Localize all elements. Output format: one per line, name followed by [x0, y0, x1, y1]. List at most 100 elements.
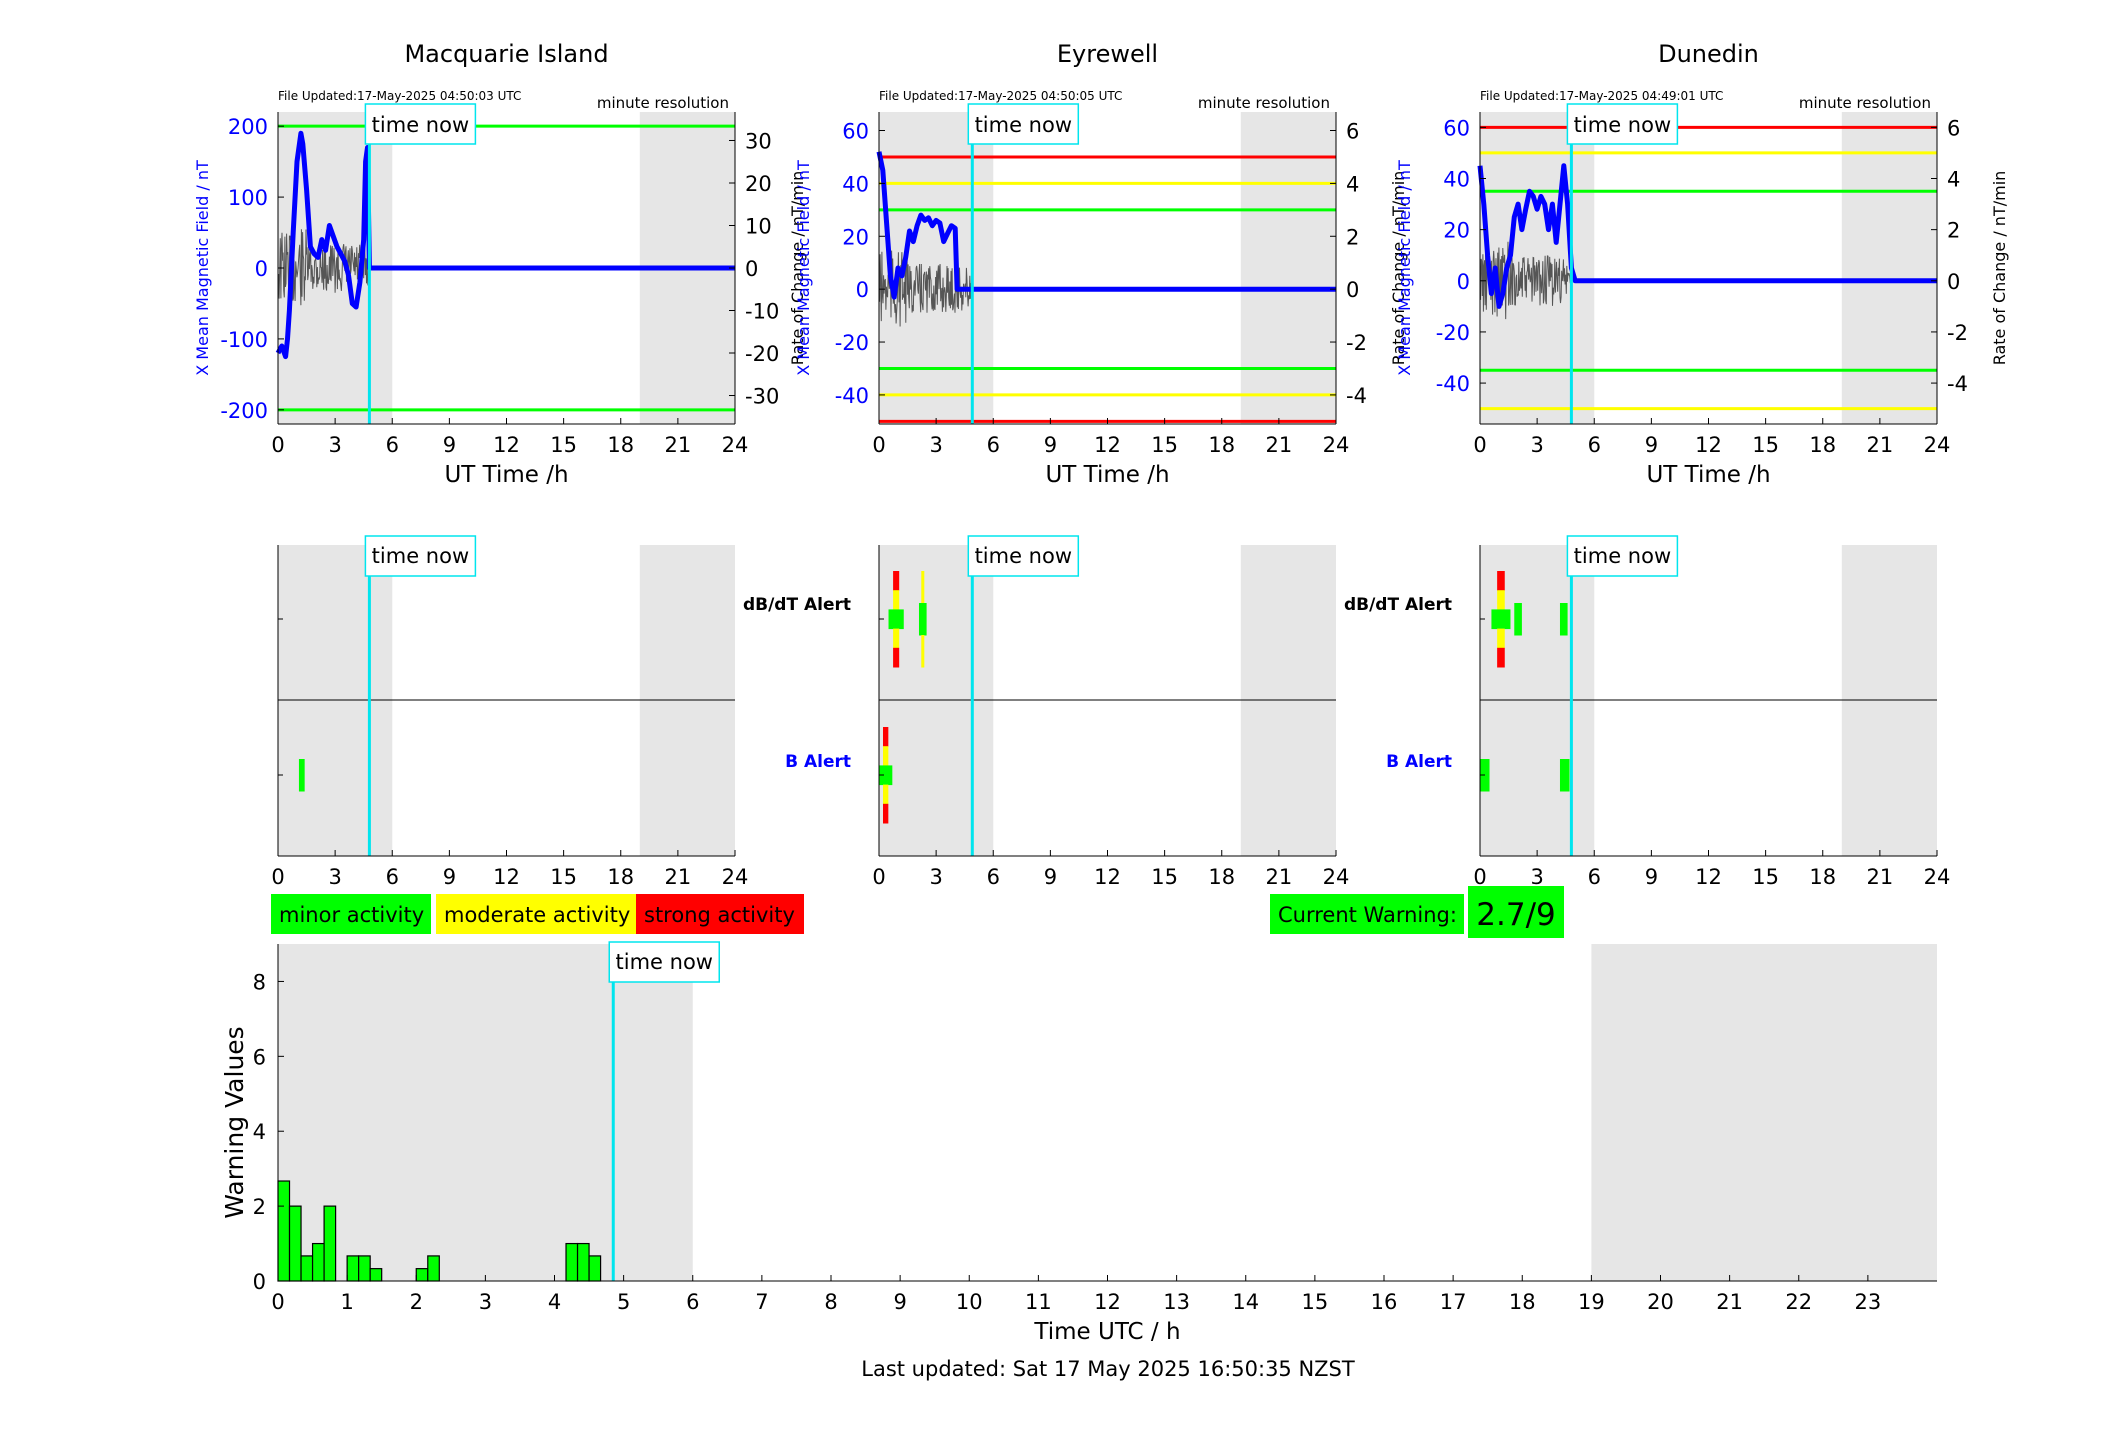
warning-bar — [358, 1255, 371, 1282]
y-tick-label-left: -20 — [835, 331, 869, 355]
y-tick-label-right: -2 — [1947, 321, 1968, 345]
station-title: Macquarie Island — [404, 40, 608, 68]
x-tick-label: 6 — [1588, 433, 1601, 457]
warning-bar — [427, 1255, 440, 1282]
y-tick-label-left: 40 — [842, 172, 869, 196]
x-tick-label: 15 — [550, 865, 577, 889]
x-tick-label: 21 — [1266, 865, 1293, 889]
y-tick-label-left: -40 — [1436, 372, 1470, 396]
time-now-box — [967, 535, 1080, 577]
file-updated-label: File Updated:17-May-2025 04:50:05 UTC — [879, 89, 1122, 103]
y-tick-label-right: 20 — [745, 172, 772, 196]
x-tick-label: 5 — [617, 1290, 630, 1314]
x-tick-label: 6 — [386, 433, 399, 457]
time-now-label: time now — [1574, 113, 1671, 137]
resolution-label: minute resolution — [1198, 94, 1330, 112]
b-alert-label: B Alert — [785, 752, 851, 772]
dbdt-alert-bar — [888, 609, 904, 630]
dbdt-alert-bar — [1497, 647, 1505, 668]
y-tick-label: 6 — [253, 1045, 266, 1069]
x-tick-label: 18 — [1509, 1290, 1536, 1314]
alert-panel-1: time now 0 3 6 9 12 15 18 21 24 dB/dT Alert B Alert — [743, 535, 1349, 889]
y-tick-label-left: 60 — [1443, 116, 1470, 140]
x-tick-label: 6 — [686, 1290, 699, 1314]
y-axis-label-left: X Mean Magnetic Field / nT — [193, 160, 212, 376]
x-tick-label: 6 — [987, 865, 1000, 889]
x-tick-label: 9 — [443, 433, 456, 457]
dbdt-alert-bar — [893, 628, 900, 649]
y-tick-label-right: 0 — [1346, 278, 1359, 302]
y-tick-label-right: 6 — [1947, 116, 1960, 140]
y-tick-label-left: -200 — [220, 399, 268, 423]
y-tick-label: 0 — [253, 1270, 266, 1294]
y-tick-label-right: -10 — [745, 300, 779, 324]
legend-strong-label: strong activity — [644, 903, 795, 927]
warning-bar — [369, 1268, 383, 1282]
x-tick-label: 2 — [410, 1290, 423, 1314]
x-tick-label: 0 — [271, 433, 284, 457]
x-tick-label: 3 — [1530, 865, 1543, 889]
x-mean-field-line — [275, 130, 735, 360]
warning-bar — [323, 1205, 337, 1282]
y-tick-label-right: 0 — [745, 257, 758, 281]
time-now-label: time now — [616, 950, 713, 974]
current-warning-value: 2.7/9 — [1476, 897, 1555, 933]
x-tick-label: 21 — [1716, 1290, 1743, 1314]
x-tick-label: 15 — [1752, 433, 1779, 457]
x-tick-label: 21 — [1266, 433, 1293, 457]
night-shade — [278, 944, 693, 1281]
x-tick-label: 18 — [1809, 865, 1836, 889]
y-tick-label: 4 — [253, 1120, 266, 1144]
x-tick-label: 15 — [550, 433, 577, 457]
x-tick-label: 6 — [1588, 865, 1601, 889]
x-tick-label: 3 — [929, 865, 942, 889]
x-tick-label: 0 — [872, 865, 885, 889]
x-tick-label: 21 — [1867, 433, 1894, 457]
x-tick-label: 3 — [328, 433, 341, 457]
night-shade — [1841, 112, 1937, 424]
station-field-panels: Macquarie Island File Updated:17-May-2025… — [193, 40, 2009, 488]
b-alert-bar — [879, 765, 893, 786]
x-tick-label: 18 — [1208, 865, 1235, 889]
dbdt-alert-bar — [1497, 628, 1505, 649]
y-tick-label: 8 — [253, 970, 266, 994]
time-now-label: time now — [372, 544, 469, 568]
x-tick-label: 19 — [1578, 1290, 1605, 1314]
x-tick-label: 0 — [872, 433, 885, 457]
y-axis-label-left: X Mean Magnetic Field / nT — [794, 160, 813, 376]
b-alert-bar — [882, 746, 889, 766]
y-tick-label-left: -20 — [1436, 321, 1470, 345]
warning-bar — [277, 1180, 291, 1282]
x-tick-label: 11 — [1025, 1290, 1052, 1314]
alert-panel-2: time now 0 3 6 9 12 15 18 21 24 dB/dT Alert B Alert — [1344, 535, 1950, 889]
warning-bar — [415, 1268, 429, 1282]
x-tick-label: 4 — [548, 1290, 561, 1314]
dbdt-alert-label: dB/dT Alert — [743, 595, 851, 615]
legend-minor-label: minor activity — [279, 903, 424, 927]
dbdt-alert-bar — [921, 571, 925, 604]
current-warning-box — [1270, 894, 1464, 934]
station-alert-panels: time now 0 3 6 9 12 15 18 21 24 time now 0 3 6 9 12 15 18… — [271, 535, 1950, 889]
b-alert-bar — [882, 727, 889, 747]
current-warning-value-box — [1468, 886, 1564, 938]
warning-bar — [311, 1242, 325, 1282]
time-now-label: time now — [1574, 544, 1671, 568]
x-tick-label: 0 — [271, 1290, 284, 1314]
x-axis-label: Time UTC / h — [1033, 1319, 1180, 1345]
resolution-label: minute resolution — [1799, 94, 1931, 112]
warning-bar — [346, 1255, 360, 1282]
y-tick-label-right: 6 — [1346, 120, 1359, 144]
y-tick-label-left: 20 — [842, 225, 869, 249]
warning-bar — [588, 1255, 602, 1282]
time-now-label: time now — [975, 544, 1072, 568]
y-tick-label-right: 10 — [745, 214, 772, 238]
station-title: Dunedin — [1658, 40, 1759, 68]
y-tick-label-left: 200 — [228, 115, 268, 139]
x-tick-label: 9 — [893, 1290, 906, 1314]
warning-bar — [288, 1205, 302, 1282]
alert-panel-0: time now 0 3 6 9 12 15 18 21 24 — [271, 535, 748, 889]
y-tick-label: 2 — [253, 1195, 266, 1219]
x-tick-label: 3 — [1530, 433, 1543, 457]
x-tick-label: 12 — [1094, 1290, 1121, 1314]
